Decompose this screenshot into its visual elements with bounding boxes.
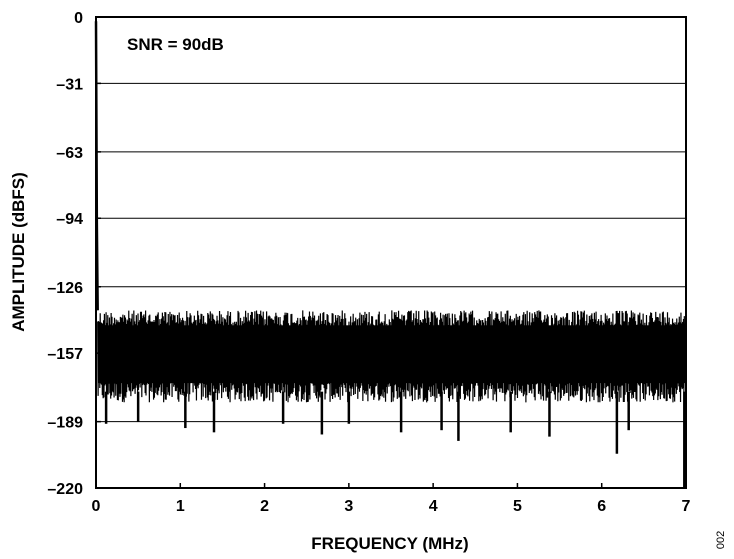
x-tick-label: 4 xyxy=(429,498,438,515)
y-tick-label: –189 xyxy=(47,415,83,432)
x-tick-label: 6 xyxy=(597,498,606,515)
y-axis-label: AMPLITUDE (dBFS) xyxy=(9,172,28,332)
x-tick-label: 2 xyxy=(260,498,269,515)
x-axis-label: FREQUENCY (MHz) xyxy=(311,534,468,553)
noise-floor-series xyxy=(94,21,687,403)
x-tick-label: 1 xyxy=(176,498,185,515)
y-tick-label: –31 xyxy=(56,76,83,93)
figure-id: 002 xyxy=(715,531,727,549)
x-tick-label: 7 xyxy=(682,498,691,515)
y-tick-labels: 0 –31 –63 –94 –126 –157 –189 –220 xyxy=(47,10,101,498)
x-tick-label: 3 xyxy=(344,498,353,515)
y-tick-label: –157 xyxy=(47,346,83,363)
x-tick-label: 5 xyxy=(513,498,522,515)
noise-floor-trace xyxy=(97,310,687,403)
y-tick-label: –94 xyxy=(56,211,83,228)
x-tick-labels: 0 1 2 3 4 5 6 7 xyxy=(92,483,691,515)
y-tick-label: –220 xyxy=(47,481,83,498)
x-tick-label: 0 xyxy=(92,498,101,515)
y-tick-label: –63 xyxy=(56,145,83,162)
spur-series xyxy=(104,391,686,487)
snr-annotation: SNR = 90dB xyxy=(127,35,224,54)
y-tick-label: 0 xyxy=(74,10,83,27)
plot-area-frame xyxy=(95,16,687,489)
y-tick-label: –126 xyxy=(47,280,83,297)
